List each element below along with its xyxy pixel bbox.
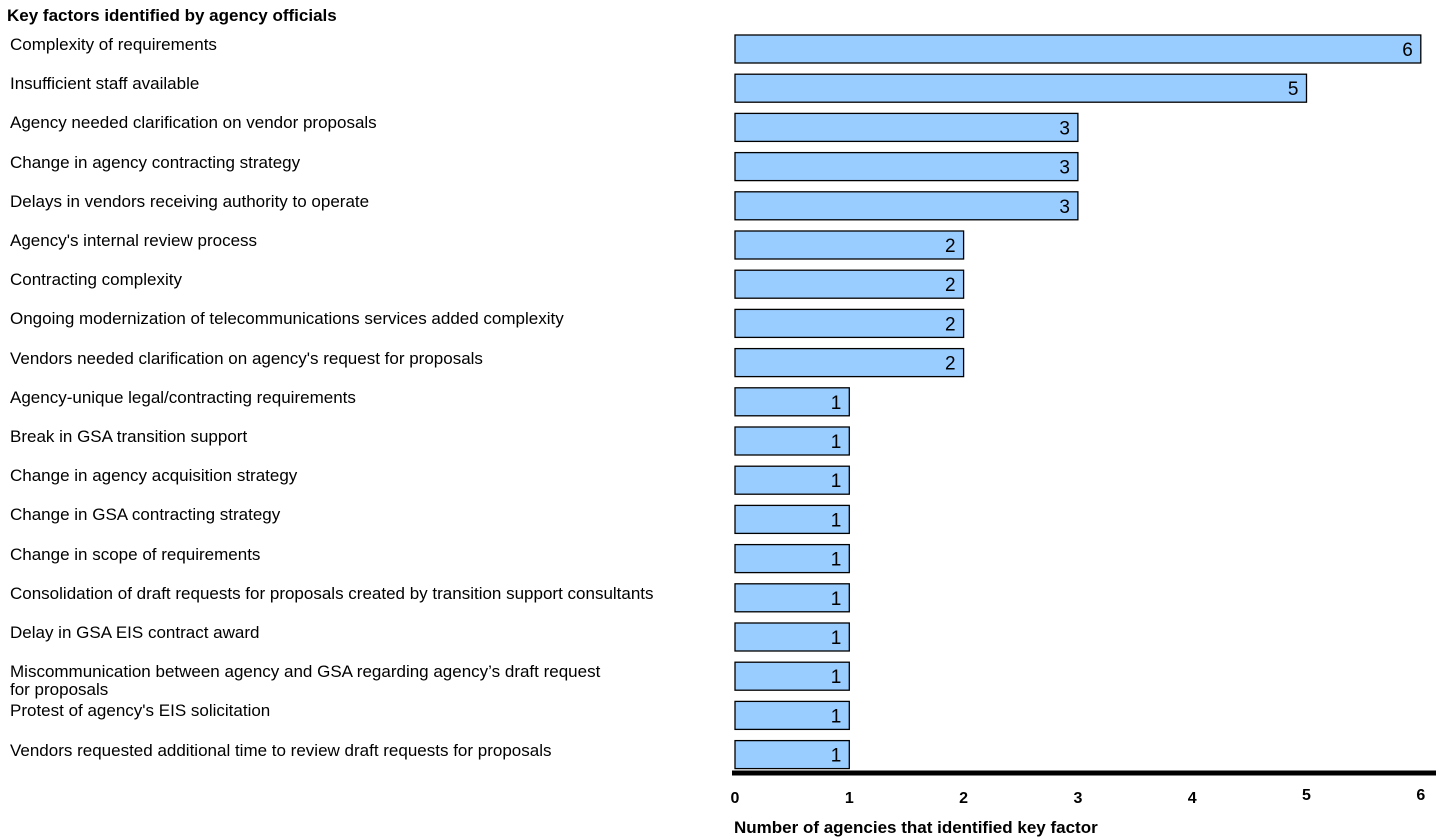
bar [734,700,850,731]
category-label: Insufficient staff available [10,74,200,94]
bar [734,34,1422,64]
bar-value-label: 1 [831,550,842,571]
bar [734,112,1079,143]
bar-value-label: 2 [945,236,956,257]
bar-value-label: 3 [1059,197,1070,218]
category-label: Delay in GSA EIS contract award [10,623,260,642]
x-tick-label: 0 [731,790,740,807]
category-label: Vendors needed clarification on agency's… [10,348,483,368]
bar [734,230,965,260]
x-tick-label: 4 [1188,790,1197,807]
category-label: Miscommunication between agency and GSA … [10,662,601,700]
x-axis-label: Number of agencies that identified key f… [734,818,1098,837]
category-label: Ongoing modernization of telecommunicati… [10,309,564,329]
bar-value-label: 1 [831,667,842,688]
bar [734,661,850,691]
category-label: Change in scope of requirements [10,544,261,564]
bar-value-label: 2 [945,314,956,335]
bar [734,504,850,535]
bar [734,426,850,456]
category-label: Change in agency acquisition strategy [10,466,298,486]
bar-value-label: 1 [831,746,842,767]
category-label: Complexity of requirements [10,35,217,54]
category-label: Agency's internal review process [10,231,258,250]
bar-value-label: 1 [831,471,842,492]
bar [734,191,1079,221]
bar-value-label: 3 [1059,158,1070,179]
bar [734,347,965,378]
category-label: Break in GSA transition support [10,427,248,446]
bar [734,387,850,417]
bar [734,543,850,574]
bar [734,739,850,770]
category-label: Change in GSA contracting strategy [10,505,281,525]
category-label: Change in agency contracting strategy [10,152,301,172]
x-tick-label: 6 [1416,787,1425,804]
bar-value-label: 1 [831,589,842,610]
category-label: Vendors requested additional time to rev… [10,740,552,760]
x-tick-label: 1 [845,790,854,807]
bar-value-label: 1 [831,510,842,531]
category-label: Protest of agency's EIS solicitation [10,701,271,721]
chart-title: Key factors identified by agency officia… [7,6,337,25]
x-tick-label: 5 [1302,787,1311,804]
bar-value-label: 2 [945,275,956,296]
bar [734,465,850,495]
bar [734,583,850,613]
x-tick-label: 2 [959,790,968,807]
bar [734,269,965,299]
bar-value-label: 2 [945,354,956,375]
bar-value-label: 1 [831,628,842,649]
category-label: Agency-unique legal/contracting requirem… [10,387,356,407]
bar [734,622,850,652]
bar-value-label: 3 [1059,118,1070,139]
category-label: Contracting complexity [10,270,182,290]
category-label: Delays in vendors receiving authority to… [10,191,370,211]
bar-value-label: 5 [1288,79,1299,100]
bar-value-label: 1 [831,706,842,727]
bar [734,73,1308,103]
bar-value-label: 1 [831,393,842,414]
category-label: Agency needed clarification on vendor pr… [10,113,377,133]
bar [734,308,965,339]
x-tick-label: 3 [1073,790,1082,807]
category-label: Consolidation of draft requests for prop… [10,583,654,603]
bar-value-label: 1 [831,432,842,453]
bar [734,151,1079,182]
bar-value-label: 6 [1402,40,1413,61]
